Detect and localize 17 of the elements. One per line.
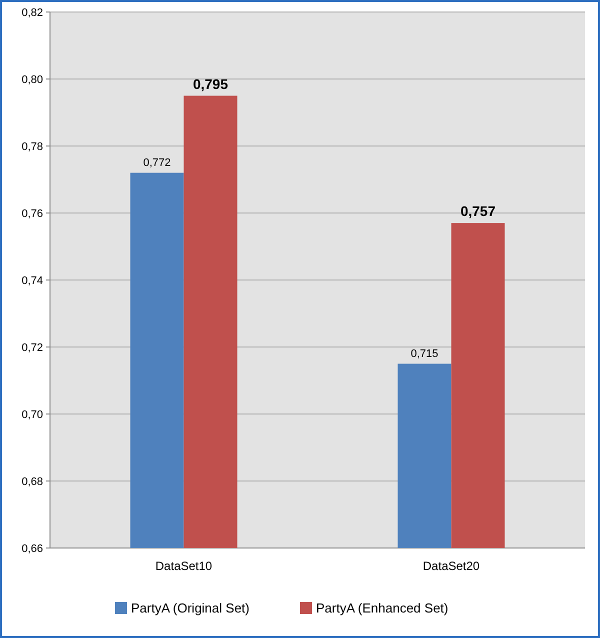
data-label: 0,757 bbox=[460, 203, 496, 220]
y-tick-label: 0,78 bbox=[22, 140, 43, 153]
y-tick-label: 0,72 bbox=[22, 342, 43, 354]
legend-label: PartyA (Enhanced Set) bbox=[316, 600, 448, 616]
x-tick-label: DataSet10 bbox=[155, 559, 212, 573]
y-tick-label: 0,82 bbox=[22, 6, 43, 19]
x-tick-label: DataSet20 bbox=[422, 559, 480, 573]
y-tick-label: 0,70 bbox=[22, 408, 43, 421]
data-label: 0,715 bbox=[410, 348, 438, 360]
y-tick-label: 0,74 bbox=[22, 274, 43, 287]
y-tick-label: 0,68 bbox=[22, 476, 43, 488]
legend-label: PartyA (Original Set) bbox=[131, 600, 250, 616]
data-label: 0,795 bbox=[192, 76, 228, 92]
y-tick-label: 0,76 bbox=[22, 208, 43, 220]
y-tick-label: 0,66 bbox=[22, 542, 43, 555]
y-tick-label: 0,80 bbox=[22, 74, 43, 86]
data-label: 0,772 bbox=[143, 156, 171, 169]
